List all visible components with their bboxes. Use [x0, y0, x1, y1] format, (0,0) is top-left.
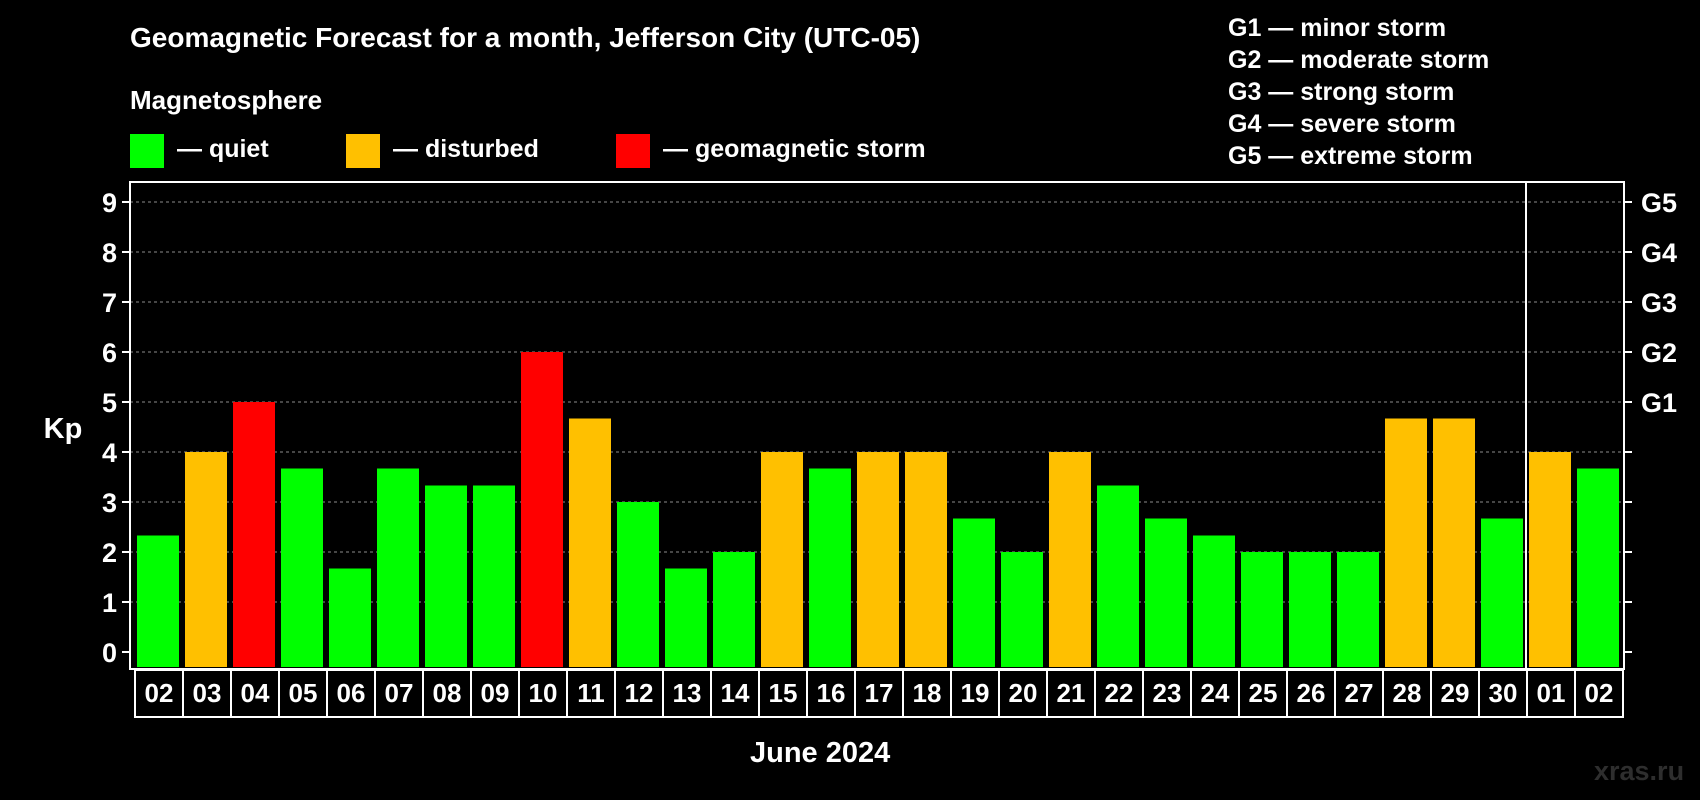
x-axis-label: June 2024: [750, 737, 891, 769]
bar-11-9: [569, 418, 611, 667]
legend-swatch-storm: [616, 134, 650, 168]
bar-08-6: [425, 485, 467, 667]
bar-09-7: [473, 485, 515, 667]
x-tick-label-04: 04: [241, 678, 270, 708]
x-tick-label-11: 11: [577, 678, 605, 708]
bar-03-1: [185, 452, 227, 667]
legend-swatch-quiet: [130, 134, 164, 168]
bar-21-19: [1049, 452, 1091, 667]
bar-12-10: [617, 502, 659, 667]
bar-20-18: [1001, 552, 1043, 667]
y-tick-label: 6: [102, 338, 117, 368]
watermark: xras.ru: [1594, 756, 1685, 786]
bar-10-8: [521, 352, 563, 667]
x-tick-label-18: 18: [913, 678, 942, 708]
storm-scale-g3: G3 — strong storm: [1228, 78, 1455, 106]
x-tick-label-09: 09: [481, 678, 510, 708]
x-tick-label-05: 05: [289, 678, 318, 708]
y-tick-label: 3: [102, 488, 117, 518]
right-axis-label-G3: G3: [1641, 288, 1677, 318]
bar-25-23: [1241, 552, 1283, 667]
bar-23-21: [1145, 518, 1187, 667]
bar-05-3: [281, 468, 323, 667]
y-tick-label: 0: [102, 638, 117, 668]
x-tick-label-03: 03: [193, 678, 222, 708]
bar-27-25: [1337, 552, 1379, 667]
y-tick-label: 8: [102, 238, 117, 268]
x-category-box: [1574, 669, 1624, 718]
x-tick-label-01: 01: [1537, 678, 1566, 708]
bar-02-30: [1577, 468, 1619, 667]
legend-label-storm: — geomagnetic storm: [663, 135, 926, 163]
bar-29-27: [1433, 418, 1475, 667]
bar-19-17: [953, 518, 995, 667]
x-tick-label-26: 26: [1297, 678, 1326, 708]
x-tick-label-23: 23: [1153, 678, 1182, 708]
x-tick-label-22: 22: [1105, 678, 1134, 708]
bar-22-20: [1097, 485, 1139, 667]
x-tick-label-16: 16: [817, 678, 846, 708]
x-tick-label-29: 29: [1441, 678, 1470, 708]
x-tick-label-14: 14: [721, 678, 750, 708]
x-tick-label-02: 02: [1585, 678, 1614, 708]
y-tick-label: 4: [102, 438, 117, 468]
x-tick-label-17: 17: [865, 678, 894, 708]
x-tick-label-15: 15: [769, 678, 798, 708]
bar-02-0: [137, 535, 179, 667]
x-tick-label-28: 28: [1393, 678, 1422, 708]
x-tick-label-06: 06: [337, 678, 366, 708]
y-tick-label: 1: [102, 588, 117, 618]
bar-06-4: [329, 568, 371, 667]
chart-title: Geomagnetic Forecast for a month, Jeffer…: [130, 22, 921, 53]
right-axis-label-G4: G4: [1641, 238, 1677, 268]
x-tick-label-13: 13: [673, 678, 702, 708]
y-tick-label: 2: [102, 538, 117, 568]
right-axis-label-G2: G2: [1641, 338, 1677, 368]
storm-scale-g1: G1 — minor storm: [1228, 14, 1447, 42]
bar-16-14: [809, 468, 851, 667]
x-category-axis: 02 03 04 05 06 07 08 09 10 11 12 13 14 15 16 17 18 19 20 21…: [134, 669, 1624, 718]
bar-17-15: [857, 452, 899, 667]
bar-07-5: [377, 468, 419, 667]
storm-scale-g4: G4 — severe storm: [1228, 110, 1456, 138]
x-tick-label-12: 12: [625, 678, 654, 708]
y-tick-label: 9: [102, 188, 117, 218]
x-tick-label-07: 07: [385, 678, 414, 708]
legend-title: Magnetosphere: [130, 85, 323, 115]
x-tick-label-30: 30: [1489, 678, 1518, 708]
legend-swatch-disturbed: [346, 134, 380, 168]
y-tick-label: 5: [102, 388, 117, 418]
right-axis-label-G1: G1: [1641, 388, 1677, 418]
bar-28-26: [1385, 418, 1427, 667]
bar-18-16: [905, 452, 947, 667]
legend-label-quiet: — quiet: [177, 135, 269, 163]
right-axis-label-G5: G5: [1641, 188, 1677, 218]
legend-label-disturbed: — disturbed: [393, 135, 539, 163]
x-tick-label-19: 19: [961, 678, 990, 708]
x-tick-label-02: 02: [145, 678, 174, 708]
y-axis-label: Kp: [44, 413, 83, 445]
x-tick-label-27: 27: [1345, 678, 1374, 708]
bar-04-2: [233, 402, 275, 667]
x-tick-label-20: 20: [1009, 678, 1038, 708]
x-tick-label-24: 24: [1201, 678, 1230, 708]
bar-14-12: [713, 552, 755, 667]
bar-30-28: [1481, 518, 1523, 667]
storm-scale-g2: G2 — moderate storm: [1228, 46, 1490, 74]
x-tick-label-10: 10: [529, 678, 558, 708]
x-tick-label-21: 21: [1057, 678, 1086, 708]
bar-26-24: [1289, 552, 1331, 667]
y-tick-label: 7: [102, 288, 117, 318]
bar-01-29: [1529, 452, 1571, 667]
x-tick-label-25: 25: [1249, 678, 1278, 708]
storm-scale-g5: G5 — extreme storm: [1228, 142, 1473, 170]
bar-15-13: [761, 452, 803, 667]
bar-13-11: [665, 568, 707, 667]
bar-24-22: [1193, 535, 1235, 667]
x-tick-label-08: 08: [433, 678, 462, 708]
